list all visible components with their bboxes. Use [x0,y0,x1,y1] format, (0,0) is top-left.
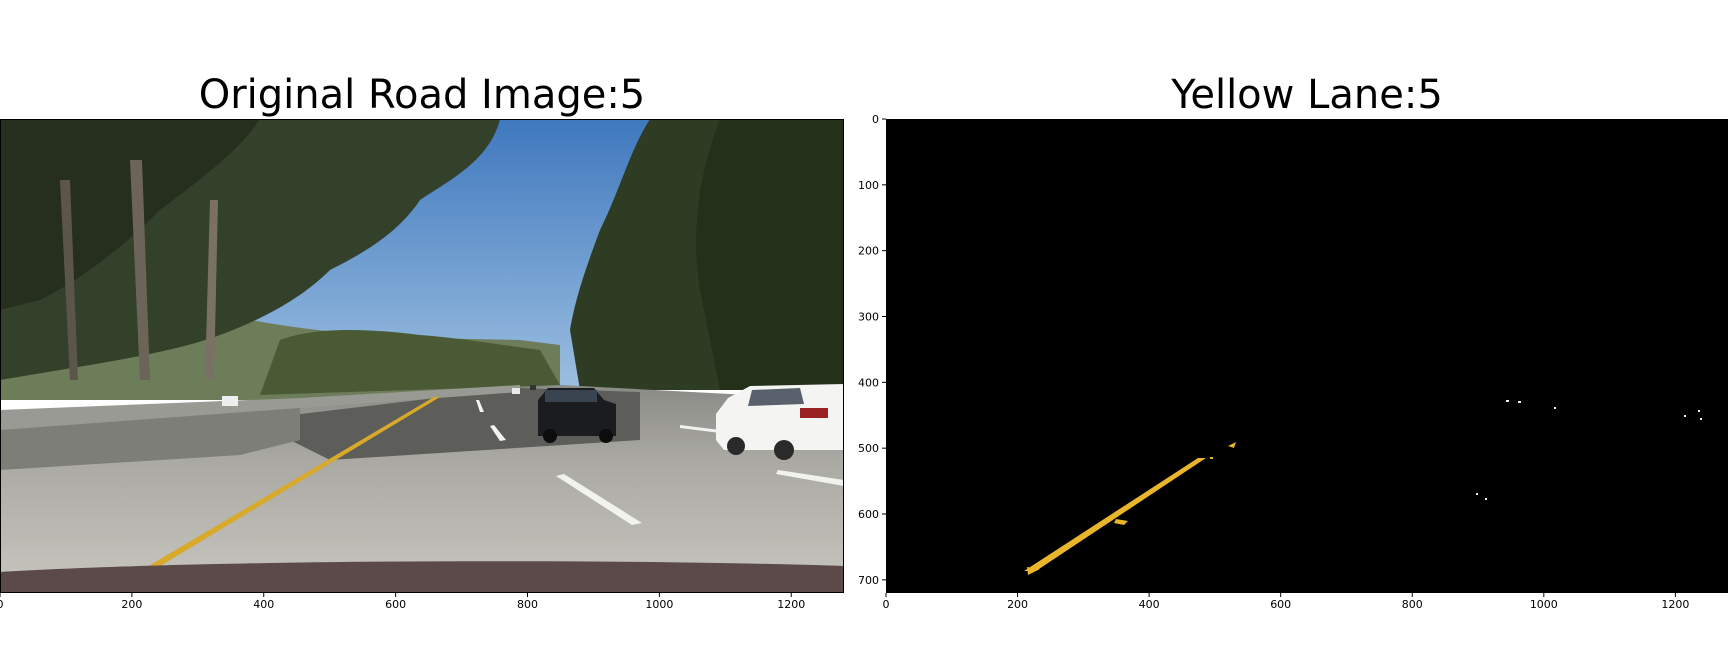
yellow-lane-blob [1027,567,1040,575]
right-y-tick-label: 300 [858,311,879,324]
white-lane-dash [476,400,484,412]
tree-trunk [205,200,218,380]
black-car [538,388,616,443]
white-lane-dash [490,425,506,441]
noise-speck [1700,418,1702,420]
right-x-tick-label: 0 [883,598,890,611]
yellow-speck [1228,442,1236,448]
left-x-tick-label: 200 [121,598,142,611]
guardrail [0,385,520,430]
right-y-tick-label: 600 [858,508,879,521]
left-x-tick-label: 400 [253,598,274,611]
shrubs [260,330,560,395]
left-axes-frame [0,119,844,593]
white-lane-dash [680,425,720,433]
distant-car [530,385,536,390]
right-trees-dark [696,119,844,390]
right-x-tick-label: 1200 [1661,598,1689,611]
left-x-tick-label: 800 [517,598,538,611]
right-y-tick-label: 100 [858,179,879,192]
distant-car [222,396,238,406]
noise-speck [1554,407,1556,409]
concrete-barrier [0,408,300,470]
road-photo [0,119,844,593]
right-y-tick-label: 200 [858,245,879,258]
distant-car [512,388,520,394]
yellow-lane-line [1024,458,1206,571]
yellow-lane-blob [1114,519,1128,525]
mask-background [886,119,1728,593]
left-x-axis: 0 200 400 600 800 1000 1200 [0,593,805,611]
noise-specks [1476,400,1702,500]
left-x-tick-label: 0 [0,598,4,611]
tree-trunk [130,160,150,380]
right-y-tick-label: 0 [872,113,879,126]
noise-speck [1698,410,1700,412]
white-car [716,384,844,460]
left-panel-title: Original Road Image:5 [198,72,646,118]
yellow-lane-mask [1024,442,1236,575]
right-y-tick-label: 700 [858,574,879,587]
right-x-tick-label: 600 [1270,598,1291,611]
left-x-tick-label: 600 [385,598,406,611]
right-x-axis: 0 200 400 600 800 1000 1200 [883,593,1689,611]
yellow-speck [1210,457,1213,459]
right-y-tick-label: 400 [858,376,879,389]
left-x-tick-label: 1200 [777,598,805,611]
yellow-lane-line [140,397,440,571]
right-y-tick-label: 500 [858,442,879,455]
tree-trunk [60,180,78,380]
right-x-tick-label: 400 [1139,598,1160,611]
left-x-tick-label: 1000 [645,598,673,611]
noise-speck [1518,401,1521,403]
noise-speck [1506,400,1509,402]
white-lane-dash [556,474,642,525]
right-x-tick-label: 1000 [1530,598,1558,611]
noise-speck [1684,415,1686,417]
car-hood [0,561,844,593]
right-y-axis: 0 100 200 300 400 500 600 700 [858,113,886,587]
white-lane-dash [776,470,844,486]
noise-speck [1476,493,1478,495]
noise-speck [1485,498,1487,500]
right-x-tick-label: 800 [1402,598,1423,611]
right-x-tick-label: 200 [1007,598,1028,611]
right-panel-title: Yellow Lane:5 [1171,72,1443,118]
